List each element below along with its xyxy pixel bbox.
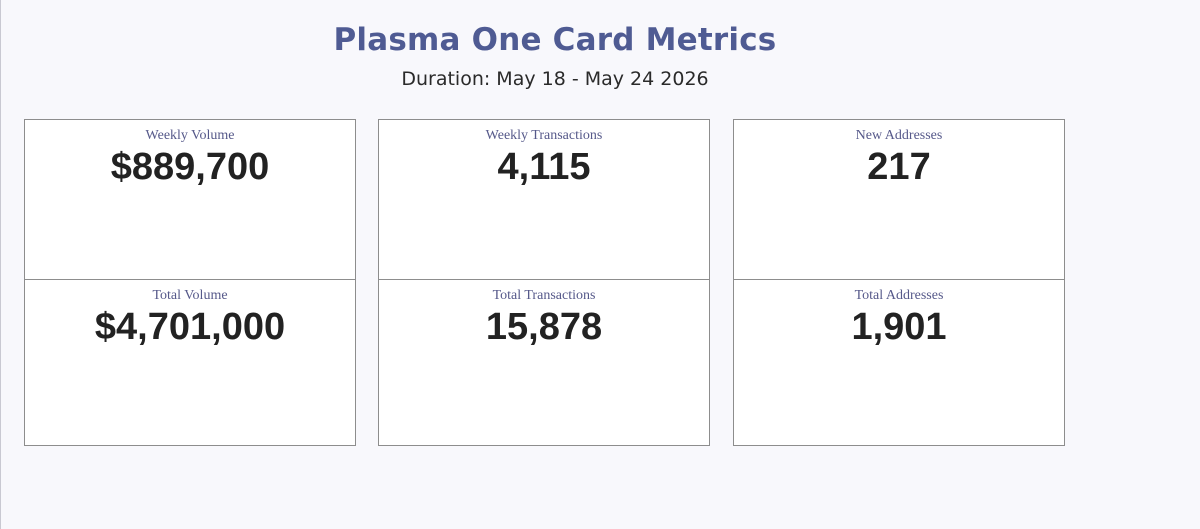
metric-value: $4,701,000: [94, 306, 286, 348]
weekly-transactions-card: Weekly Transactions 4,115: [378, 119, 710, 280]
metric-value: 15,878: [485, 306, 603, 348]
weekly-volume-card: Weekly Volume $889,700: [24, 119, 356, 280]
metric-value: 217: [867, 146, 931, 188]
metric-value: 1,901: [851, 306, 947, 348]
duration-subtitle: Duration: May 18 - May 24 2026: [401, 68, 709, 90]
metric-value: $889,700: [110, 146, 270, 188]
metric-value: 4,115: [497, 146, 591, 188]
metric-label: Weekly Transactions: [485, 128, 603, 143]
page-title: Plasma One Card Metrics: [333, 22, 777, 58]
metric-label: Total Addresses: [854, 288, 944, 303]
metric-label: Weekly Volume: [145, 128, 235, 143]
new-addresses-card: New Addresses 217: [733, 119, 1065, 280]
metric-label: Total Volume: [152, 288, 228, 303]
metric-label: New Addresses: [855, 128, 943, 143]
total-volume-card: Total Volume $4,701,000: [24, 279, 356, 446]
total-transactions-card: Total Transactions 15,878: [378, 279, 710, 446]
page-left-border: [0, 0, 1, 529]
total-addresses-card: Total Addresses 1,901: [733, 279, 1065, 446]
metric-label: Total Transactions: [492, 288, 596, 303]
